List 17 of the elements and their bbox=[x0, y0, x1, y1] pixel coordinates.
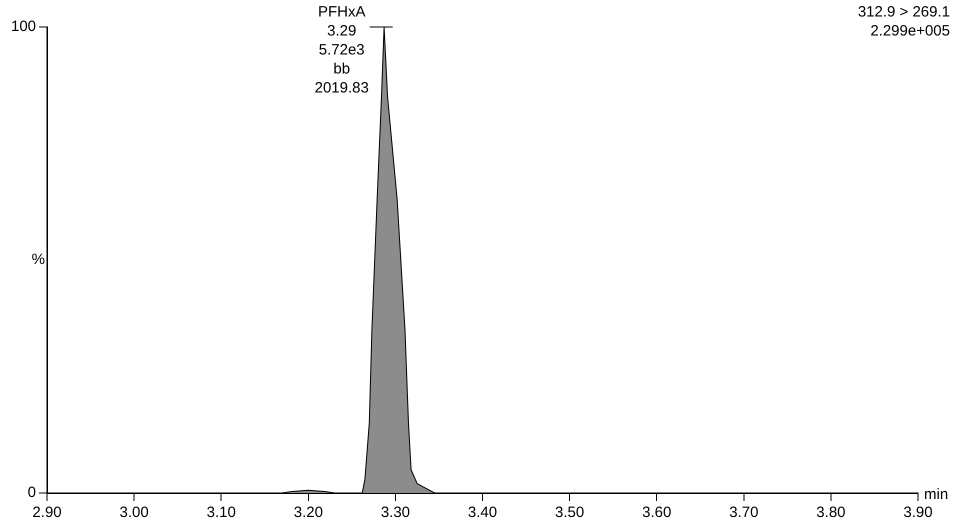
x-tick-label: 3.60 bbox=[642, 504, 672, 522]
y-tick-label: 0 bbox=[28, 484, 36, 502]
x-tick-label: 3.30 bbox=[380, 504, 410, 522]
x-tick-label: 2.90 bbox=[32, 504, 62, 522]
y-tick-label: 100 bbox=[10, 18, 36, 36]
x-tick-label: 3.80 bbox=[816, 504, 846, 522]
x-tick-label: 3.70 bbox=[729, 504, 758, 522]
y-axis-title: % bbox=[32, 251, 46, 268]
x-axis-title: min bbox=[924, 486, 948, 504]
x-tick-label: 3.20 bbox=[294, 504, 323, 522]
x-tick-label: 3.10 bbox=[206, 504, 236, 522]
x-tick-label: 3.50 bbox=[555, 504, 584, 522]
x-tick-label: 3.40 bbox=[468, 504, 498, 522]
x-tick-label: 3.90 bbox=[903, 504, 933, 522]
x-tick-label: 3.00 bbox=[120, 504, 149, 522]
annotation: 312.9 > 269.1 2.299e+005 bbox=[858, 4, 950, 40]
annotation: PFHxA 3.29 5.72e3 bb 2019.83 bbox=[314, 4, 369, 97]
